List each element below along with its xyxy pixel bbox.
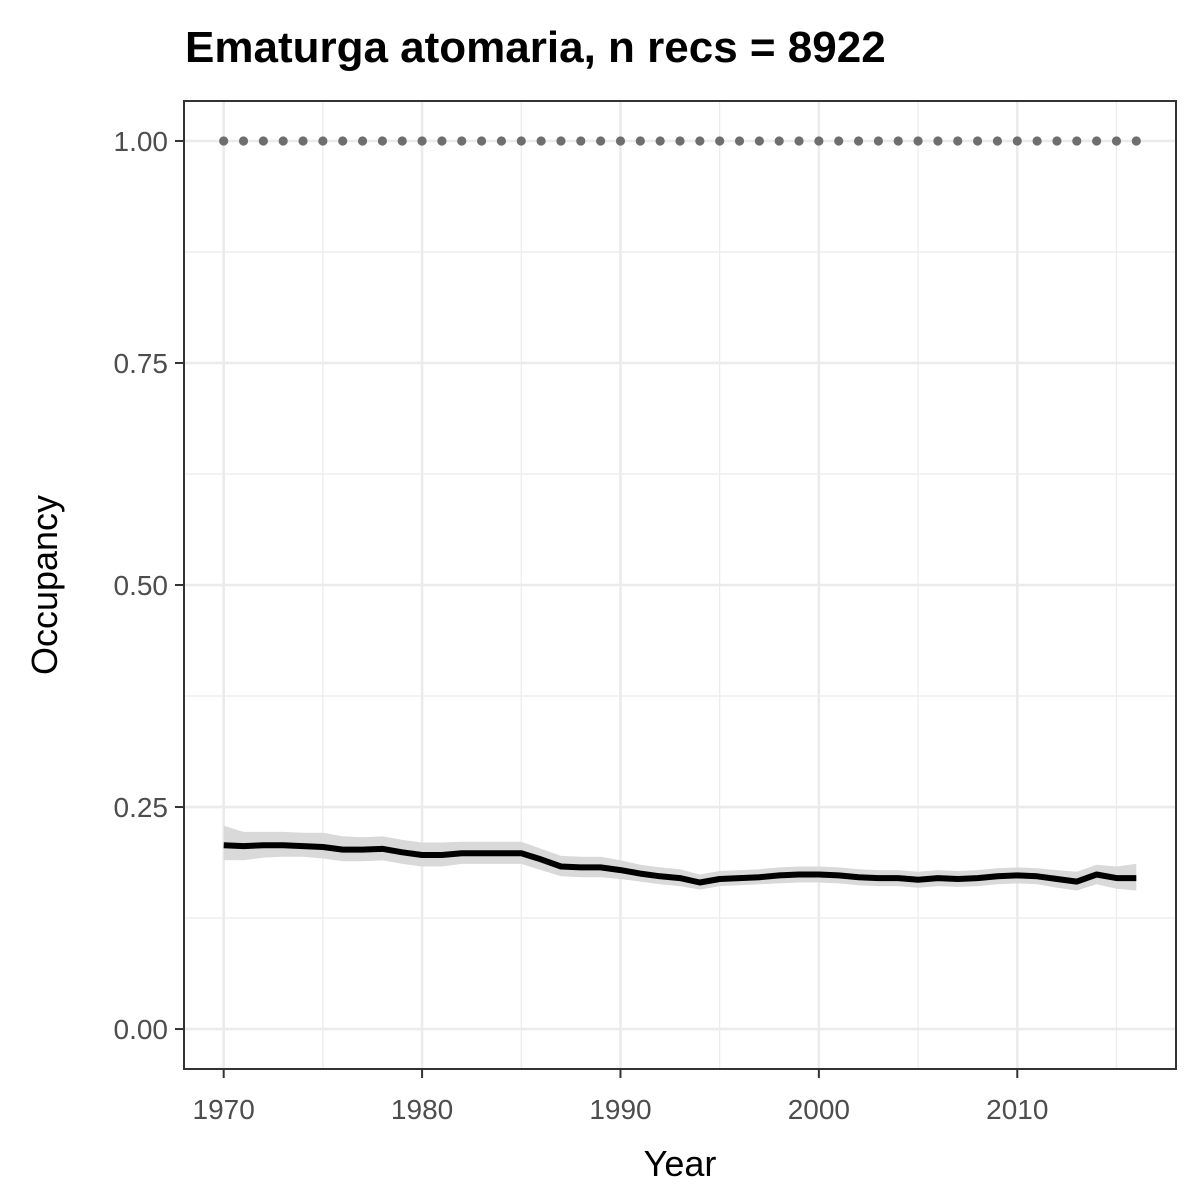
observed-point bbox=[834, 136, 844, 146]
observed-point bbox=[298, 136, 308, 146]
observed-point bbox=[715, 136, 725, 146]
observed-point bbox=[933, 136, 943, 146]
observed-point bbox=[457, 136, 467, 146]
observed-point bbox=[1111, 136, 1122, 146]
observed-point bbox=[397, 136, 407, 146]
observed-point bbox=[477, 136, 487, 146]
observed-point bbox=[1072, 136, 1082, 146]
observed-point bbox=[377, 136, 387, 146]
observed-point bbox=[734, 136, 745, 146]
observed-point bbox=[318, 136, 328, 146]
observed-point bbox=[973, 136, 983, 146]
occupancy-line bbox=[223, 842, 1137, 886]
observed-point bbox=[1052, 136, 1062, 146]
observed-point bbox=[893, 136, 903, 146]
observed-point bbox=[576, 136, 586, 146]
x-tick-label: 2010 bbox=[986, 1094, 1048, 1125]
observed-point bbox=[695, 136, 705, 146]
observed-point bbox=[357, 136, 368, 146]
observed-point bbox=[992, 136, 1003, 146]
y-tick-label: 0.50 bbox=[114, 570, 169, 601]
observed-points-layer bbox=[219, 136, 1141, 146]
observed-point bbox=[536, 136, 546, 146]
confidence-ribbon-layer bbox=[223, 825, 1137, 891]
x-tick-label: 2000 bbox=[788, 1094, 850, 1125]
observed-point bbox=[655, 136, 665, 146]
observed-point bbox=[814, 136, 824, 146]
confidence-ribbon bbox=[223, 825, 1137, 891]
observed-point bbox=[596, 136, 606, 146]
observed-point bbox=[219, 136, 229, 146]
chart-title: Ematurga atomaria, n recs = 8922 bbox=[185, 23, 886, 72]
occupancy-line-layer bbox=[223, 842, 1137, 886]
observed-point bbox=[774, 136, 784, 146]
observed-point bbox=[258, 136, 268, 146]
x-axis-title: Year bbox=[644, 1143, 717, 1184]
observed-point bbox=[754, 136, 764, 146]
y-tick-label: 0.75 bbox=[114, 348, 169, 379]
observed-point bbox=[913, 136, 923, 146]
observed-point bbox=[1032, 136, 1042, 146]
observed-point bbox=[437, 136, 447, 146]
y-axis-title: Occupancy bbox=[24, 495, 65, 675]
observed-point bbox=[278, 136, 288, 146]
observed-point bbox=[615, 136, 626, 146]
y-tick-label: 0.25 bbox=[114, 792, 169, 823]
observed-point bbox=[853, 136, 864, 146]
x-axis: 1970 1980 1990 2000 2010 bbox=[193, 1069, 1048, 1125]
observed-point bbox=[675, 136, 685, 146]
observed-point bbox=[238, 136, 249, 146]
y-tick-label: 0.00 bbox=[114, 1014, 169, 1045]
observed-point bbox=[338, 136, 348, 146]
observed-point bbox=[1131, 136, 1141, 146]
observed-point bbox=[1092, 136, 1102, 146]
observed-point bbox=[496, 136, 507, 146]
x-tick-label: 1980 bbox=[391, 1094, 453, 1125]
observed-point bbox=[556, 136, 566, 146]
observed-point bbox=[1012, 136, 1022, 146]
observed-point bbox=[516, 136, 526, 146]
observed-point bbox=[794, 136, 804, 146]
observed-point bbox=[417, 136, 427, 146]
observed-point bbox=[635, 136, 645, 146]
x-tick-label: 1970 bbox=[193, 1094, 255, 1125]
observed-point bbox=[873, 136, 884, 146]
y-tick-label: 1.00 bbox=[114, 126, 169, 157]
observed-point bbox=[953, 136, 963, 146]
x-tick-label: 1990 bbox=[589, 1094, 651, 1125]
y-axis: 0.00 0.25 0.50 0.75 1.00 bbox=[114, 126, 184, 1045]
